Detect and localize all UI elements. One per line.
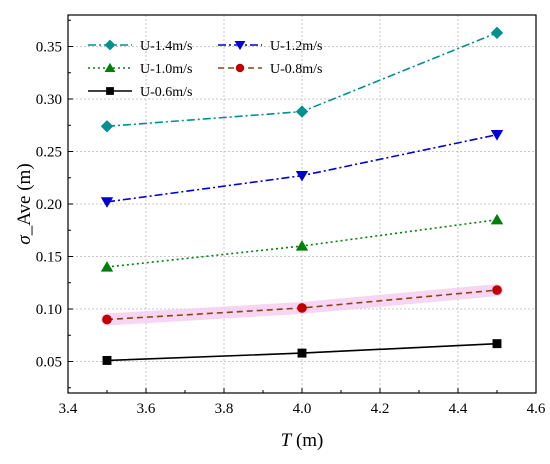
legend-label: U-0.6m/s [140,85,193,100]
x-tick-label: 3.6 [137,401,156,417]
x-tick-label: 4.0 [293,401,312,417]
legend-item: U-0.8m/s [218,62,323,77]
x-tick-label: 3.8 [215,401,234,417]
y-tick-label: 0.15 [36,250,62,266]
data-point [100,197,114,208]
data-point [297,348,307,358]
data-point [100,261,114,272]
data-point [100,120,114,133]
data-point [490,213,504,225]
x-tick-label: 4.6 [527,401,546,417]
series-u-1-2m-s [100,130,504,208]
legend-marker [104,39,116,51]
data-point [492,339,502,349]
legend-label: U-1.4m/s [140,39,193,54]
y-axis-title-rest: _Ave (m) [14,163,35,236]
series-layer [100,26,504,365]
legend-label: U-0.8m/s [270,62,323,77]
data-point [295,171,309,182]
legend-item: U-1.4m/s [88,39,193,54]
x-axis-title-symbol: T [281,430,293,451]
legend-marker [235,63,245,73]
y-tick-label: 0.10 [36,302,62,318]
legend-marker [106,87,114,95]
data-point [295,240,309,251]
y-tick-label: 0.30 [36,92,62,108]
x-axis-title: T (m) [281,430,324,451]
y-tick-label: 0.35 [36,40,62,56]
series-u-0-6m-s [102,339,502,365]
legend: U-1.4m/s U-1.2m/s U-1.0m/s U-0.8m/s U-0.6m/s [88,39,323,100]
data-point [295,105,309,118]
y-tick-label: 0.20 [36,197,62,213]
data-point [102,314,112,325]
axis-ticks: 3.4 3.6 3.8 4.0 4.2 4.4 4.6 0.05 0.10 0.15 0.20 0.2… [36,19,546,417]
data-point [490,130,504,141]
y-axis-title: σ_Ave (m) [14,163,35,244]
series-u-1-4m-s [100,26,504,133]
x-tick-label: 4.2 [371,401,390,417]
x-axis-title-unit: (m) [291,430,323,451]
data-point [492,285,502,295]
data-point [102,355,112,365]
y-axis-title-symbol: σ [14,235,35,245]
grid-lines [68,15,536,393]
data-point [490,26,504,40]
series-u-1-0m-s [100,213,504,272]
legend-item: U-0.6m/s [88,85,193,100]
legend-marker [104,62,116,73]
legend-marker [234,40,246,51]
legend-item: U-1.2m/s [218,39,323,54]
legend-label: U-1.2m/s [270,39,323,54]
x-tick-label: 3.4 [59,401,78,417]
data-point [297,303,307,313]
x-tick-label: 4.4 [449,401,468,417]
legend-item: U-1.0m/s [88,62,193,77]
y-tick-label: 0.05 [36,355,62,371]
y-tick-label: 0.25 [36,145,62,161]
series-u-0-8m-s [101,284,503,326]
legend-label: U-1.0m/s [140,62,193,77]
